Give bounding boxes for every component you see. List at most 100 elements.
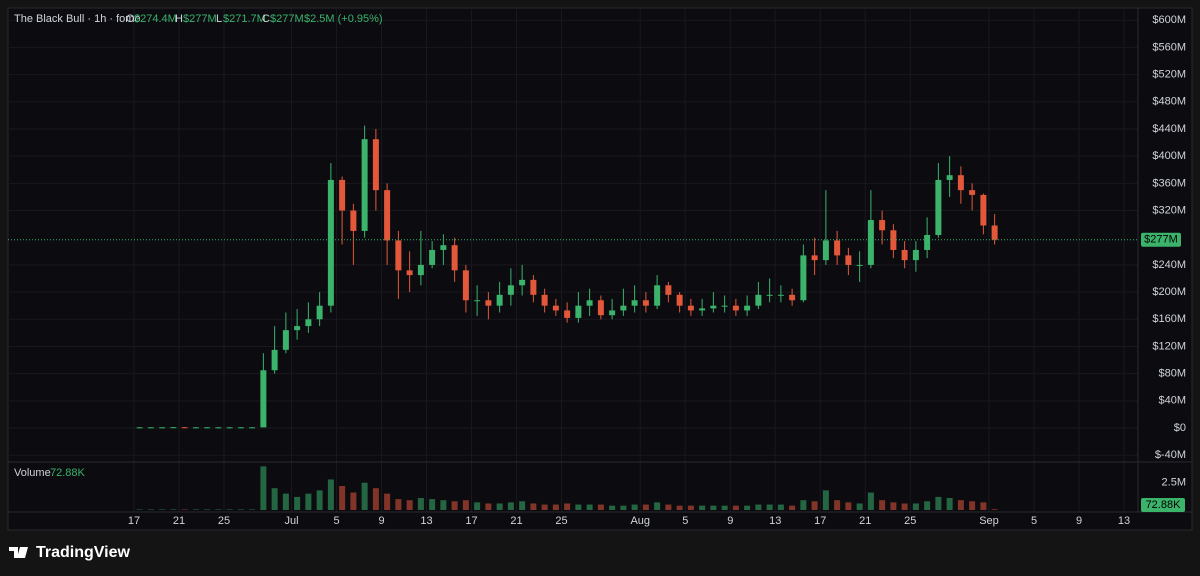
candle-body (957, 175, 964, 191)
volume-bar (372, 488, 379, 510)
candle-body (609, 310, 616, 316)
candle-body (732, 305, 739, 311)
y-tick-label: $200M (1152, 286, 1186, 298)
candle-body (867, 220, 874, 265)
volume-bar (564, 503, 571, 510)
candle-body (755, 294, 762, 306)
volume-bar (766, 504, 773, 510)
candle-body (339, 179, 346, 211)
volume-bar (935, 496, 942, 510)
volume-bar (980, 502, 987, 510)
volume-bar (721, 505, 728, 510)
candle-body (440, 245, 447, 250)
legend-label: O (126, 13, 135, 25)
volume-bar (789, 505, 796, 510)
y-tick-label: $480M (1152, 96, 1186, 108)
volume-bar (507, 502, 514, 510)
candle-body (496, 294, 503, 306)
volume-bar (226, 509, 233, 510)
x-tick-label: 13 (1118, 515, 1130, 527)
candle-body (170, 427, 177, 429)
candle-body (192, 427, 199, 429)
x-tick-label: 9 (1076, 515, 1082, 527)
candle-body (305, 319, 312, 327)
candle-body (901, 249, 908, 261)
volume-bar (192, 509, 199, 510)
candle-body (935, 179, 942, 235)
volume-bar (890, 502, 897, 510)
volume-bar (991, 509, 998, 510)
candle-body (474, 300, 481, 302)
volume-bar (406, 500, 413, 510)
y-tick-label: $40M (1158, 395, 1186, 407)
candle-body (159, 427, 166, 429)
logo: TradingView (9, 544, 131, 561)
volume-bar (519, 501, 526, 510)
x-tick-label: 21 (173, 515, 185, 527)
volume-bar (339, 486, 346, 510)
volume-bar (609, 505, 616, 510)
volume-bar (732, 505, 739, 510)
x-tick-label: 5 (333, 515, 339, 527)
volume-bar (586, 504, 593, 510)
chart-frame (7, 7, 1193, 531)
candle-body (597, 300, 604, 316)
legend-value: $274.4M (134, 13, 177, 25)
candle-body (372, 139, 379, 191)
volume-bar (631, 504, 638, 510)
volume-bar (316, 490, 323, 510)
volume-bar (924, 501, 931, 510)
legend-title: The Black Bull · 1h · fomo (14, 13, 141, 25)
candle-body (181, 427, 188, 429)
volume-bar (665, 504, 672, 510)
volume-bar (811, 501, 818, 510)
grid (8, 8, 1138, 512)
x-tick-label: 21 (510, 515, 522, 527)
x-tick-label: 25 (218, 515, 230, 527)
volume-bar (800, 500, 807, 510)
volume-bar (901, 503, 908, 510)
x-tick-label: 5 (682, 515, 688, 527)
candle-body (271, 349, 278, 371)
y-tick-label: $520M (1152, 69, 1186, 81)
x-tick-label: 25 (904, 515, 916, 527)
volume-bar (575, 504, 582, 510)
candle-body (969, 190, 976, 195)
candle-body (946, 175, 953, 180)
candle-body (991, 225, 998, 240)
candle-body (665, 285, 672, 295)
candle-body (777, 294, 784, 296)
candle-body (406, 270, 413, 276)
candle-body (507, 285, 514, 295)
volume-bar (879, 500, 886, 510)
volume-bar (856, 503, 863, 510)
candle-body (429, 249, 436, 265)
volume-bar (294, 496, 301, 510)
candle-body (654, 285, 661, 306)
candle-body (822, 240, 829, 261)
candle-body (294, 326, 301, 331)
candles (136, 125, 998, 429)
candle-body (687, 305, 694, 311)
volume-pane (136, 466, 998, 510)
x-tick-label: 13 (769, 515, 781, 527)
candle-body (417, 264, 424, 276)
volume-bar (237, 509, 244, 510)
candle-body (316, 305, 323, 320)
last-volume-label: 72.88K (1146, 499, 1182, 511)
candle-body (462, 270, 469, 301)
volume-bar (440, 500, 447, 510)
y-tick-label: $160M (1152, 313, 1186, 325)
volume-bar (429, 499, 436, 510)
volume-bar (384, 493, 391, 510)
volume-bar (451, 501, 458, 510)
candle-body (856, 264, 863, 266)
volume-bar (474, 502, 481, 510)
x-tick-label: 17 (128, 515, 140, 527)
volume-bar (249, 509, 256, 510)
volume-bar (744, 505, 751, 510)
candle-body (879, 220, 886, 231)
candle-body (789, 294, 796, 301)
